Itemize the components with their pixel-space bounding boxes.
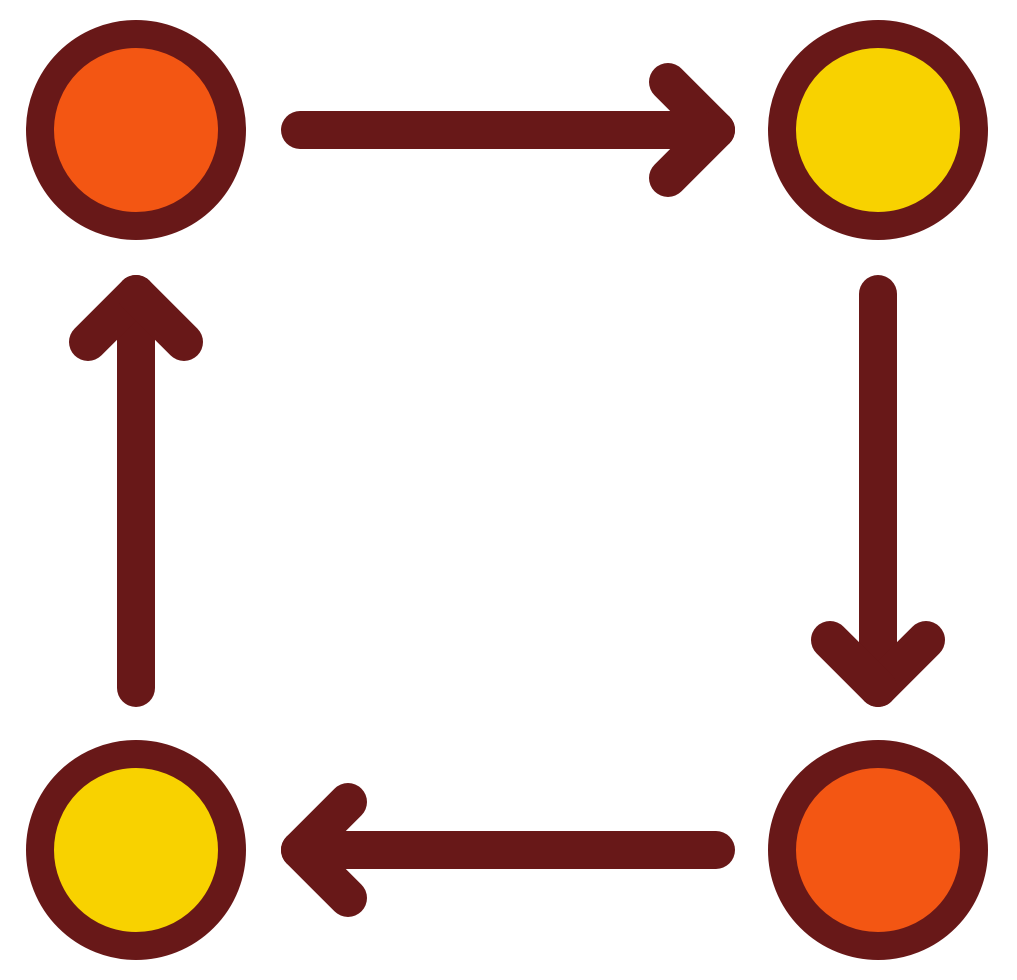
cycle-diagram bbox=[0, 0, 1017, 980]
node-top-left bbox=[40, 34, 232, 226]
node-bottom-left bbox=[40, 754, 232, 946]
node-top-right bbox=[782, 34, 974, 226]
node-bottom-right bbox=[782, 754, 974, 946]
